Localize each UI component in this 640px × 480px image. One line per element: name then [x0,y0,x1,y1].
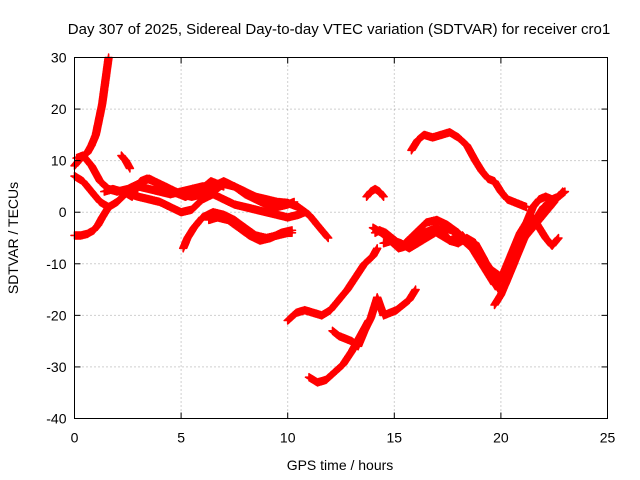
y-axis-label: SDTVAR / TECUs [5,182,21,294]
x-tick-label: 0 [71,430,79,446]
data-points [119,174,228,201]
series-arc-7 [117,151,135,173]
x-tick-label: 25 [600,430,616,446]
y-tick-label: -10 [46,256,66,272]
series-arc-17 [407,128,531,212]
x-tick-label: 5 [177,430,185,446]
series-arc-12 [328,285,420,351]
x-tick-label: 15 [387,430,403,446]
data-points [400,215,516,281]
data-points [490,213,563,310]
y-tick-label: 10 [51,153,67,169]
y-tick-label: -20 [46,307,66,323]
grid [74,57,608,419]
data-points [328,285,420,351]
data-points [204,213,297,245]
chart-title: Day 307 of 2025, Sidereal Day-to-day VTE… [68,21,610,38]
tick-labels: 0 5 10 15 20 25 -40 -30 -20 -10 0 10 20 30 [46,50,615,446]
series-arc-9 [204,213,297,245]
ticks [74,57,608,419]
data-points [407,128,531,212]
y-tick-label: 30 [51,50,67,66]
series-arc-18 [490,213,563,310]
y-tick-label: -30 [46,359,66,375]
y-tick-label: -40 [46,411,66,427]
y-tick-label: 20 [51,101,67,117]
data-points [283,244,382,325]
series-arc-10 [283,244,382,325]
data-points [117,151,135,173]
series-arc-19 [400,215,516,281]
data-points [70,53,113,171]
data-points [362,184,388,201]
x-axis-label: GPS time / hours [287,457,394,473]
series-arc-16 [362,184,388,201]
series-group [70,53,570,387]
series-arc-6 [119,174,228,201]
y-tick-label: 0 [59,204,67,220]
x-tick-label: 10 [280,430,296,446]
series-arc-1 [70,53,113,171]
x-tick-label: 20 [493,430,509,446]
plot-frame [74,57,608,419]
